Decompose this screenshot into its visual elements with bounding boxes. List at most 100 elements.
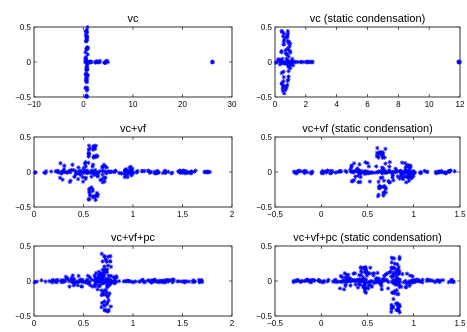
data-point [130,171,135,177]
data-point [406,279,411,284]
data-point [355,285,361,290]
data-point [84,79,90,85]
data-point [107,291,112,296]
data-point [286,40,291,46]
data-point [430,278,436,283]
data-point [338,273,344,279]
x-tick-label: 10 [129,100,138,109]
data-point [393,278,398,283]
data-point [72,276,77,282]
data-point [166,169,171,175]
data-point [349,164,354,170]
data-point [343,283,348,289]
y-tick-label: −0.5 [15,312,31,321]
data-point [100,180,106,185]
data-point [405,175,411,180]
y-tick-label: 0.5 [20,133,32,142]
data-point [392,261,397,266]
data-point [457,59,462,65]
data-points [32,143,212,203]
data-point [408,170,413,175]
data-point [304,170,310,175]
data-point [348,283,353,288]
subplot-1: vc −10 0 10 20 30 0.5 0 −0.5 [15,13,237,109]
data-point [114,275,119,280]
data-point [417,278,422,284]
data-point [106,297,111,303]
data-point [281,42,286,47]
data-point [91,144,96,149]
data-point [390,256,396,261]
data-point [452,169,457,174]
data-point [95,174,101,179]
data-point [139,169,145,174]
y-tick-label: −0.5 [256,312,272,321]
data-point [396,304,401,310]
data-point [108,264,114,270]
data-point [83,71,89,77]
data-point [397,302,402,308]
data-point [348,276,353,281]
data-point [364,280,370,285]
data-point [93,275,98,280]
data-point [156,278,162,283]
data-point [122,173,128,179]
data-point [386,178,391,184]
data-point [32,280,37,285]
data-point [83,176,88,182]
data-point [130,166,135,171]
subplot-title: vc+vf (static condensation) [302,123,433,135]
data-point [192,279,197,284]
data-point [123,168,128,173]
data-point [103,292,109,298]
data-point [343,275,348,280]
data-point [285,31,291,36]
data-point [287,44,292,49]
data-point [349,163,354,169]
data-point [63,278,68,284]
subplot-5: vc+vf+pc0 0.5 1 1.5 20.50−0.5 [15,232,235,328]
data-point [324,170,329,175]
data-point [85,24,90,30]
data-point [86,160,91,166]
data-point [96,283,101,288]
data-point [134,170,139,175]
data-point [61,278,66,283]
data-point [91,154,96,159]
data-point [97,168,103,174]
data-point [95,171,101,177]
data-point [353,282,358,287]
data-points [83,24,215,99]
data-point [406,178,412,184]
x-tick-label: 0 [32,319,37,328]
data-point [69,280,75,285]
data-point [342,271,347,276]
data-point [381,190,386,196]
data-point [99,305,104,310]
data-point [403,174,408,179]
data-point [400,271,405,277]
data-point [359,278,364,284]
data-point [375,153,381,159]
data-point [102,264,107,269]
data-point [404,271,410,276]
data-point [403,180,409,185]
data-point [368,265,373,270]
data-point [334,279,339,284]
data-point [87,282,93,288]
y-tick-label: 0.5 [20,242,32,251]
data-point [57,175,63,181]
x-tick-label: 0.5 [78,210,90,219]
data-point [166,279,171,284]
data-point [369,284,375,289]
data-point [84,36,89,42]
data-point [378,281,383,287]
data-point [106,277,111,282]
data-point [133,279,138,284]
data-point [420,277,425,282]
data-point [128,164,133,170]
data-point [146,278,152,283]
data-point [113,168,118,173]
data-point [104,282,110,288]
data-point [360,276,365,282]
